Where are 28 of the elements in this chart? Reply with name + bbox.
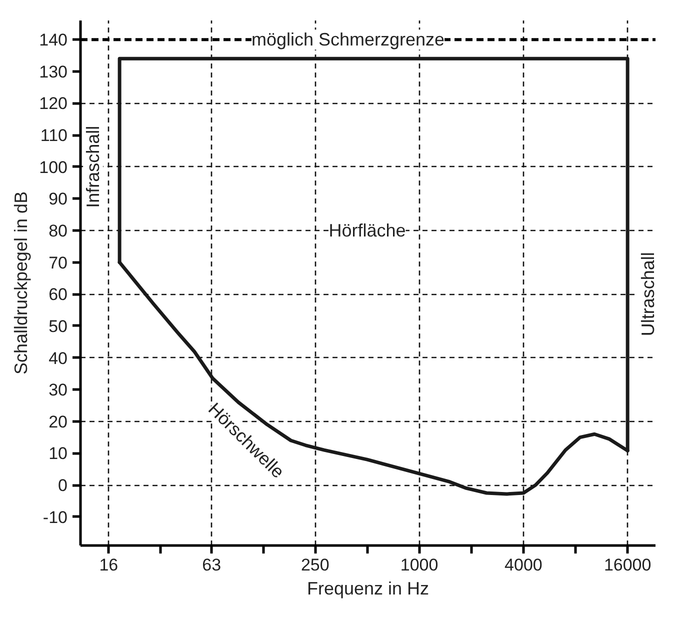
y-tick-label: 50 [48, 316, 68, 336]
x-tick-label: 250 [300, 556, 330, 574]
y-axis-title: Schalldruckpegel in dB [11, 191, 32, 375]
y-tick-label: 0 [58, 476, 68, 496]
ref-line-label: möglich Schmerzgrenze [251, 30, 445, 50]
y-tick-label: 90 [48, 190, 68, 209]
y-tick-label: 120 [39, 94, 68, 114]
y-tick-label: 110 [40, 126, 68, 146]
y-tick-label: 140 [39, 30, 68, 50]
y-tick-label: 10 [48, 444, 68, 464]
y-tick-label: 100 [39, 158, 68, 177]
x-tick-label: 16000 [604, 556, 652, 574]
x-tick-label: 4000 [504, 556, 542, 574]
y-tick-label: 130 [39, 62, 68, 82]
y-tick-label: 30 [48, 380, 68, 400]
y-tick-label: 70 [48, 253, 68, 272]
x-axis-title: Frequenz in Hz [306, 578, 430, 598]
annotation: Hörfläche [328, 220, 406, 240]
x-tick-label: 16 [99, 556, 118, 574]
annotation: Ultraschall [638, 252, 658, 336]
y-tick-label: 80 [48, 222, 68, 240]
y-tick-label: 60 [48, 285, 68, 304]
y-tick-label: -10 [42, 508, 68, 527]
x-tick-label: 63 [202, 556, 222, 574]
x-tick-label: 1000 [400, 556, 438, 574]
annotation: Infraschall [83, 126, 104, 208]
y-tick-label: 20 [48, 412, 68, 432]
y-tick-label: 40 [48, 348, 68, 368]
